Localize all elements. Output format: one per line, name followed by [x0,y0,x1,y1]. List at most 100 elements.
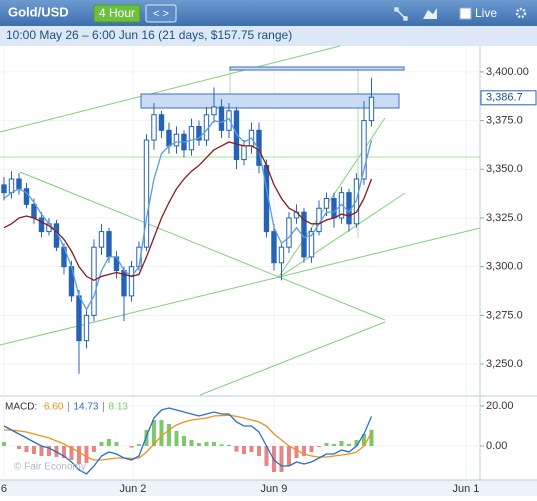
candle-body [91,246,97,316]
histogram-bar [286,446,291,466]
candle-body [316,207,322,233]
histogram-bar [129,446,134,448]
watermark: © Fair Economy [14,462,86,473]
histogram-bar [84,446,89,463]
candle-body [143,139,150,248]
macd-legend-value: 14.73 [73,402,98,413]
candle-body [278,246,285,264]
histogram-bar [249,446,254,452]
candle-body [151,114,157,141]
candle-body [76,295,82,342]
histogram-bar [279,446,284,472]
y-tick-label: 3,400.00 [486,66,529,78]
zone-box [140,93,400,109]
candle-body [196,125,202,141]
histogram-bar [324,443,329,446]
histogram-bar [91,446,96,452]
y-tick-label: 3,250.0 [486,358,523,370]
histogram-bar [106,439,111,446]
histogram-bar [166,424,171,446]
candle-body [128,266,135,297]
histogram-bar [354,440,359,446]
candle-body [158,114,165,131]
histogram-bar [144,430,149,446]
histogram-bar [46,446,51,456]
histogram-bar [99,442,104,446]
candle-body [1,184,7,194]
header-bar [0,0,537,26]
histogram-bar [361,434,366,446]
symbol: Gold/USD [8,4,69,19]
marks: 3,250.0 3,275.0 3,300.0 3,325.0 3,350.0 3,375… [1,66,537,495]
macd-legend-value: 6.60 [44,402,64,413]
histogram-bar [159,420,164,446]
indicator-line [3,407,373,475]
histogram-bar [369,429,374,446]
axis-panel [480,46,537,480]
candle-body [23,188,30,205]
histogram-bar [76,446,81,464]
candle-body [233,110,240,161]
histogram-bar [114,442,119,446]
y-tick-label: 3,375.0 [486,114,523,126]
candle-body [83,314,90,342]
candle-body [241,145,247,161]
candle-body [271,231,277,264]
y-tick-label: 20.00 [486,400,514,412]
candle-body [31,203,37,219]
candle-body [8,178,15,194]
indicator-line [3,117,373,311]
histogram-bar [301,446,306,456]
draw-tool-icon[interactable] [394,7,408,21]
candle-body [368,96,375,122]
candle-body [323,197,330,209]
macd-title: MACD: [5,402,37,413]
histogram-bar [264,446,269,466]
histogram-bar [309,446,314,452]
timeframe-label: 4 Hour [99,6,135,20]
x-tick-label: Jun 9 [261,483,288,495]
histogram-bar [316,446,321,447]
y-tick-label: 3,275.0 [486,309,523,321]
histogram-bar [31,446,36,454]
histogram-bar [211,442,216,446]
candle-body [188,125,195,151]
indicator-line [4,414,373,461]
y-tick-label: 3,325.0 [486,212,523,224]
x-tick-label: Jun 2 [120,483,147,495]
histogram-bar [339,441,344,446]
candle-body [173,133,180,147]
nav-label: < > [153,8,169,20]
candle-body [38,217,45,233]
current-price-label: 3,386.7 [486,92,523,104]
macd-legend-value: 8.13 [109,402,129,413]
range-info: 10:00 May 26 – 6:00 Jun 16 (21 days, $15… [6,28,292,42]
histogram-bar [1,442,6,446]
nav-button[interactable] [145,4,177,23]
histogram-bar [196,443,201,446]
histogram-bar [204,442,209,446]
histogram-bar [151,420,156,446]
candle-body [106,231,112,258]
y-tick-label: 0.00 [486,440,507,452]
live-label: Live [475,6,497,20]
histogram-bar [346,444,351,446]
histogram-bar [181,436,186,446]
histogram-bar [174,431,179,446]
candle-body [338,192,345,219]
histogram-bar [39,446,44,456]
current-price-box [480,90,537,106]
histogram-bar [61,446,66,458]
live-checkbox[interactable] [459,7,472,20]
x-tick-label: Jun 1 [453,483,480,495]
x-tick-label: 6 [1,483,7,495]
indicator-icon[interactable] [423,8,437,19]
candle-body [361,120,367,180]
settings-icon[interactable] [515,7,527,19]
timeframe-button[interactable] [93,4,141,23]
candle-body [16,178,22,190]
candle-body [256,129,262,166]
histogram-bar [16,446,21,449]
candle-body [211,106,217,116]
